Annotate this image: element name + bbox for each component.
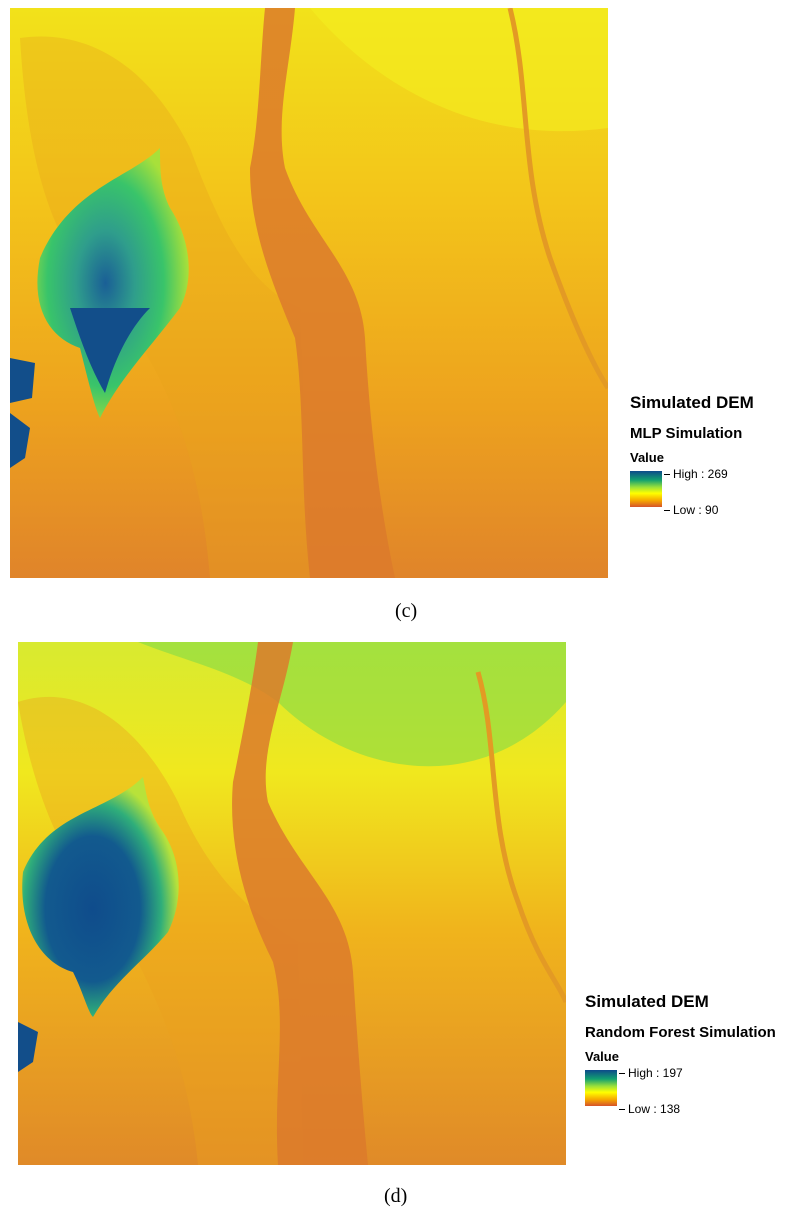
color-ramp bbox=[585, 1070, 617, 1106]
color-ramp bbox=[630, 471, 662, 507]
legend-low: Low : 90 bbox=[664, 503, 718, 517]
legend-scale: High : 197 Low : 138 bbox=[585, 1068, 776, 1116]
legend-high: High : 197 bbox=[619, 1066, 683, 1080]
legend-field: Value bbox=[630, 450, 754, 465]
dem-map bbox=[10, 8, 608, 578]
legend: Simulated DEM MLP Simulation Value High … bbox=[630, 393, 754, 517]
legend-subtitle: Random Forest Simulation bbox=[585, 1024, 776, 1041]
legend-scale: High : 269 Low : 90 bbox=[630, 469, 754, 517]
legend-title: Simulated DEM bbox=[585, 992, 776, 1012]
panel-caption: (d) bbox=[384, 1185, 407, 1208]
panel-caption: (c) bbox=[395, 600, 417, 623]
legend-field: Value bbox=[585, 1049, 776, 1064]
legend-subtitle: MLP Simulation bbox=[630, 425, 754, 442]
figure: Simulated DEM MLP Simulation Value High … bbox=[0, 0, 790, 1211]
dem-map bbox=[18, 642, 566, 1165]
legend-high: High : 269 bbox=[664, 467, 728, 481]
legend-title: Simulated DEM bbox=[630, 393, 754, 413]
legend-low: Low : 138 bbox=[619, 1102, 680, 1116]
legend: Simulated DEM Random Forest Simulation V… bbox=[585, 992, 776, 1116]
